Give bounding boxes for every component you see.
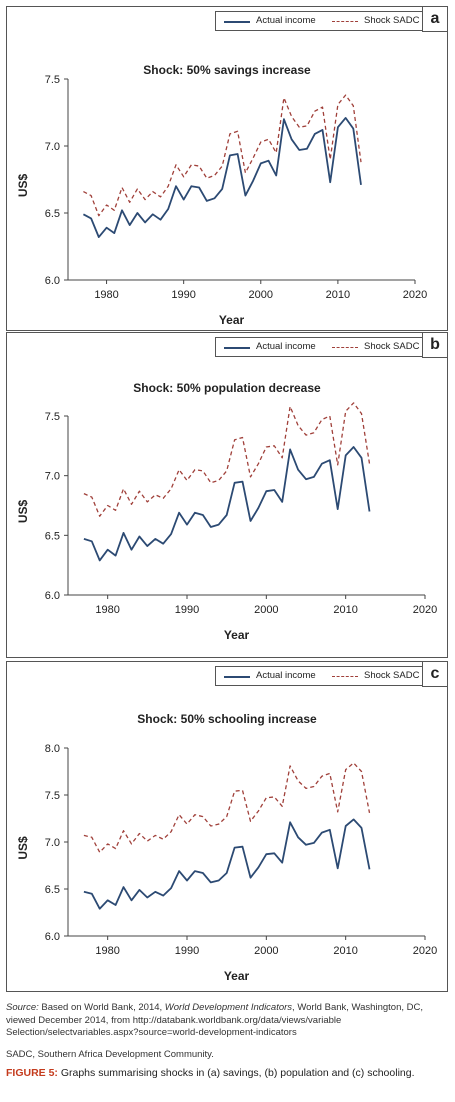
legend-line-actual xyxy=(224,21,250,23)
legend-label-actual: Actual income xyxy=(256,15,316,26)
x-axis-label: Year xyxy=(219,313,245,327)
x-tick-label: 2000 xyxy=(249,289,273,301)
y-axis-label: US$ xyxy=(16,836,30,860)
chart-panel-b: 6.0 6.5 7.0 7.5 1980 1990 2000 2010 2020 Year US$ … xyxy=(6,332,448,658)
y-tick-label: 7.0 xyxy=(45,837,60,849)
x-tick-label: 1980 xyxy=(95,604,119,616)
x-tick-label: 2000 xyxy=(254,945,278,957)
figure-caption: FIGURE 5: Graphs summarising shocks in (… xyxy=(6,1066,448,1080)
source-pre: Based on World Bank, 2014, xyxy=(38,1002,165,1013)
figure-text: Graphs summarising shocks in (a) savings… xyxy=(57,1067,415,1079)
x-tick-label: 1990 xyxy=(171,289,195,301)
y-tick-label: 6.0 xyxy=(45,931,60,943)
series-line-shock-sadc xyxy=(83,402,371,517)
legend-label-shock: Shock SADC xyxy=(364,15,420,26)
series-line-shock-sadc xyxy=(83,762,371,853)
series-line-shock-sadc xyxy=(83,94,362,217)
panel-letter-a: a xyxy=(422,6,448,32)
x-tick-label: 2020 xyxy=(413,604,437,616)
chart-title-b: Shock: 50% population decrease xyxy=(133,381,321,395)
chart-svg-b: 6.0 6.5 7.0 7.5 1980 1990 2000 2010 2020 Year US$ xyxy=(16,402,437,642)
y-tick-label: 6.5 xyxy=(45,208,60,220)
x-axis-label: Year xyxy=(224,969,250,983)
x-tick-label: 2010 xyxy=(326,289,350,301)
legend-b: Actual income Shock SADC xyxy=(215,337,423,357)
x-tick-label: 2010 xyxy=(333,604,357,616)
y-tick-label: 6.5 xyxy=(45,884,60,896)
source-post: , World Bank, Washington, DC, viewed Dec… xyxy=(6,1002,423,1038)
y-tick-label: 7.0 xyxy=(45,141,60,153)
x-tick-label: 1990 xyxy=(175,604,199,616)
series-line-actual-income xyxy=(83,446,371,562)
y-axis-label: US$ xyxy=(16,500,30,524)
y-axis-label: US$ xyxy=(16,174,30,198)
x-tick-label: 1980 xyxy=(95,945,119,957)
x-tick-label: 2020 xyxy=(403,289,427,301)
legend-label-shock: Shock SADC xyxy=(364,670,420,681)
y-tick-label: 7.5 xyxy=(45,411,60,423)
source-title: World Development Indicators xyxy=(164,1002,293,1013)
source-label: Source: xyxy=(6,1002,39,1013)
panel-letter-b: b xyxy=(422,332,448,358)
x-tick-label: 2010 xyxy=(333,945,357,957)
y-tick-label: 7.5 xyxy=(45,74,60,86)
chart-title-a: Shock: 50% savings increase xyxy=(143,63,311,77)
figure-label: FIGURE 5: xyxy=(6,1067,58,1079)
x-tick-label: 2000 xyxy=(254,604,278,616)
y-tick-label: 6.0 xyxy=(45,590,60,602)
y-tick-label: 6.5 xyxy=(45,530,60,542)
source-note: Source: Based on World Bank, 2014, World… xyxy=(6,1002,448,1040)
chart-title-c: Shock: 50% schooling increase xyxy=(137,712,317,726)
x-tick-label: 1980 xyxy=(94,289,118,301)
y-tick-label: 7.5 xyxy=(45,790,60,802)
legend-label-shock: Shock SADC xyxy=(364,341,420,352)
legend-label-actual: Actual income xyxy=(256,341,316,352)
y-tick-label: 8.0 xyxy=(45,743,60,755)
x-tick-label: 1990 xyxy=(175,945,199,957)
legend-line-shock xyxy=(332,347,358,348)
y-tick-label: 7.0 xyxy=(45,471,60,483)
series-line-actual-income xyxy=(82,117,362,239)
series-line-actual-income xyxy=(83,818,371,910)
chart-svg-c: 6.0 6.5 7.0 7.5 8.0 1980 1990 2000 2010 2020 Year U… xyxy=(16,743,437,983)
abbreviation-note: SADC, Southern Africa Development Commun… xyxy=(6,1049,214,1060)
legend-line-actual xyxy=(224,676,250,678)
legend-label-actual: Actual income xyxy=(256,670,316,681)
chart-panel-a: 6.0 6.5 7.0 7.5 1980 1990 2000 2010 2020 Year US$ … xyxy=(6,6,448,331)
chart-panel-c: 6.0 6.5 7.0 7.5 8.0 1980 1990 2000 2010 2020 Year U… xyxy=(6,661,448,992)
legend-line-actual xyxy=(224,347,250,349)
x-tick-label: 2020 xyxy=(413,945,437,957)
x-axis-label: Year xyxy=(224,628,250,642)
legend-line-shock xyxy=(332,21,358,22)
legend-a: Actual income Shock SADC xyxy=(215,11,423,31)
chart-svg-a: 6.0 6.5 7.0 7.5 1980 1990 2000 2010 2020 Year US$ xyxy=(16,74,427,327)
panel-letter-c: c xyxy=(422,661,448,687)
legend-c: Actual income Shock SADC xyxy=(215,666,423,686)
y-tick-label: 6.0 xyxy=(45,275,60,287)
legend-line-shock xyxy=(332,676,358,677)
